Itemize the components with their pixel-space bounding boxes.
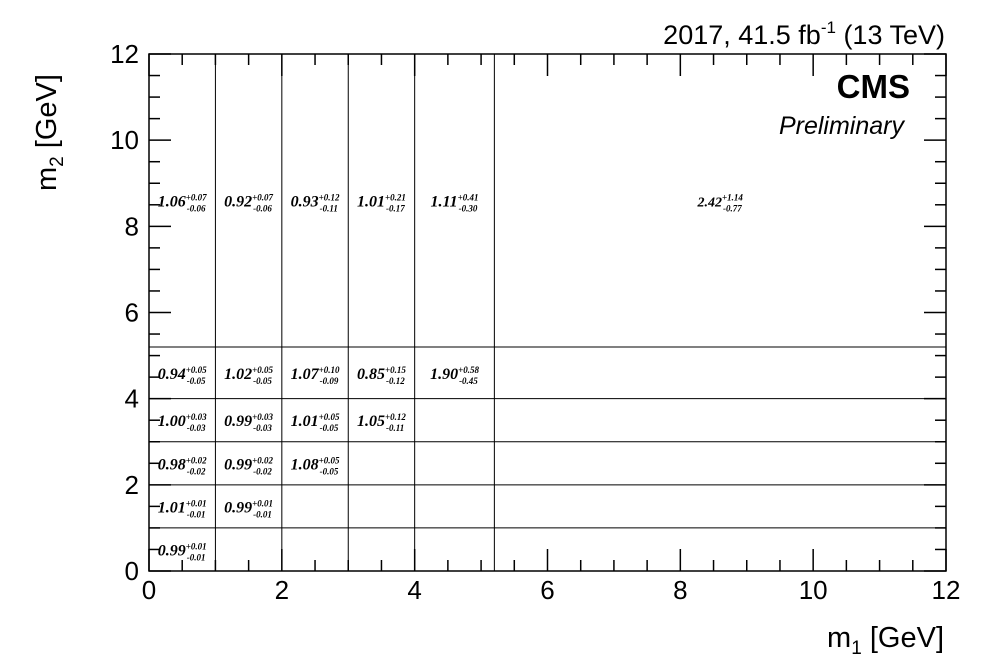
cell-down-uncertainty: -0.06 [187, 203, 206, 213]
x-tick-label: 0 [142, 575, 156, 605]
cell-down-uncertainty: -0.01 [187, 552, 206, 562]
cell-value-label: 0.99+0.01 [158, 541, 207, 559]
cell-down-uncertainty: -0.03 [187, 423, 206, 433]
cell-value-label: 1.08+0.05 [291, 455, 340, 473]
cell-value-label: 1.01+0.01 [158, 498, 207, 516]
luminosity-label: 2017, 41.5 fb-1 (13 TeV) [663, 18, 945, 50]
y-tick-label: 10 [110, 125, 139, 155]
cell-value-label: 0.99+0.03 [224, 412, 273, 430]
cell-value-label: 1.07+0.10 [291, 365, 340, 383]
cell-value-label: 1.02+0.05 [224, 365, 273, 383]
cell-down-uncertainty: -0.02 [253, 466, 272, 476]
cell-down-uncertainty: -0.05 [320, 423, 339, 433]
cell-value-label: 1.01+0.21 [357, 192, 406, 210]
x-tick-label: 4 [407, 575, 421, 605]
cell-value-label: 1.05+0.12 [357, 412, 406, 430]
y-tick-label: 6 [125, 298, 139, 328]
y-tick-label: 4 [125, 384, 139, 414]
cell-value-label: 0.93+0.12 [291, 192, 340, 210]
cell-down-uncertainty: -0.11 [320, 203, 338, 213]
cell-value-label: 0.98+0.02 [158, 455, 207, 473]
cell-value-label: 2.42+1.14 [696, 192, 743, 210]
cell-value-label: 1.00+0.03 [158, 412, 207, 430]
cell-value-label: 1.90+0.58 [430, 365, 479, 383]
y-tick-label: 8 [125, 211, 139, 241]
y-tick-label: 2 [125, 470, 139, 500]
cell-value-label: 1.11+0.41 [431, 192, 479, 210]
cell-value-label: 1.01+0.05 [291, 412, 340, 430]
cell-value-label: 0.92+0.07 [224, 192, 273, 210]
cell-down-uncertainty: -0.06 [253, 203, 272, 213]
x-tick-label: 2 [275, 575, 289, 605]
cell-value-label: 0.99+0.02 [224, 455, 273, 473]
cms-label: CMS [837, 68, 910, 105]
cell-down-uncertainty: -0.05 [320, 466, 339, 476]
preliminary-label: Preliminary [779, 112, 906, 140]
x-tick-label: 10 [799, 575, 828, 605]
y-tick-label: 0 [125, 556, 139, 586]
cell-down-uncertainty: -0.30 [459, 203, 478, 213]
cell-down-uncertainty: -0.02 [187, 466, 206, 476]
cell-down-uncertainty: -0.03 [253, 423, 272, 433]
cell-down-uncertainty: -0.01 [187, 509, 206, 519]
y-tick-label: 12 [110, 39, 139, 69]
cell-value-label: 0.94+0.05 [158, 365, 207, 383]
cell-down-uncertainty: -0.05 [253, 376, 272, 386]
cell-down-uncertainty: -0.05 [187, 376, 206, 386]
y-axis-title: m2 [GeV] [31, 74, 68, 191]
cell-down-uncertainty: -0.12 [386, 376, 405, 386]
cell-value-label: 0.85+0.15 [357, 365, 406, 383]
cell-value-label: 1.06+0.07 [158, 192, 207, 210]
x-tick-label: 8 [673, 575, 687, 605]
cell-down-uncertainty: -0.17 [386, 203, 405, 213]
cell-value-label: 0.99+0.01 [224, 498, 273, 516]
cell-down-uncertainty: -0.45 [459, 376, 478, 386]
x-axis-title: m1 [GeV] [827, 622, 944, 659]
x-tick-label: 6 [540, 575, 554, 605]
cell-down-uncertainty: -0.11 [386, 423, 404, 433]
cell-down-uncertainty: -0.01 [253, 509, 272, 519]
x-tick-label: 12 [932, 575, 961, 605]
cell-down-uncertainty: -0.77 [723, 203, 742, 213]
cell-down-uncertainty: -0.09 [320, 376, 339, 386]
